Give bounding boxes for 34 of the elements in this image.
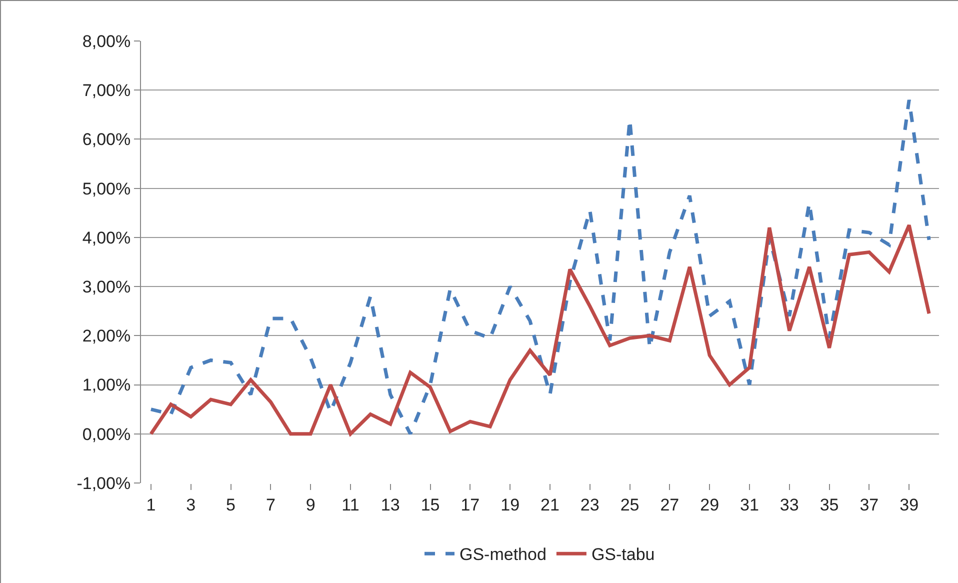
x-tick-label: 11 — [342, 495, 360, 514]
x-tick-label: 31 — [740, 495, 759, 514]
y-tick-label: 6,00% — [82, 130, 131, 150]
x-tick-label: 7 — [266, 495, 276, 514]
y-tick-label: 4,00% — [82, 228, 131, 248]
y-tick-label: 0,00% — [82, 424, 131, 444]
y-tick-label: 1,00% — [82, 376, 131, 395]
line-series — [149, 98, 931, 436]
x-tick-label: 33 — [780, 495, 799, 514]
x-tick-label: 9 — [306, 495, 316, 514]
x-tick-label: 27 — [660, 495, 680, 514]
legend-label: GS-method — [460, 545, 546, 564]
x-tick-label: 35 — [820, 495, 839, 514]
x-tick-label: 39 — [900, 495, 919, 514]
y-tick-label: 8,00% — [82, 32, 131, 51]
x-tick-label: 29 — [700, 495, 720, 514]
x-tick-label: 17 — [460, 495, 480, 514]
legend-label: GS-tabu — [591, 545, 655, 564]
y-tick-label: 2,00% — [82, 326, 131, 346]
y-tick-label: -1,00% — [76, 474, 131, 493]
y-tick-label: 7,00% — [82, 81, 131, 100]
x-tick-label: 3 — [186, 495, 196, 514]
line-series — [149, 223, 931, 436]
x-tick-label: 19 — [500, 495, 520, 514]
x-tick-label: 15 — [420, 495, 440, 514]
x-tick-label: 25 — [620, 495, 640, 514]
x-tick-label: 37 — [860, 495, 879, 514]
x-tick-label: 23 — [580, 495, 600, 514]
y-tick-label: 3,00% — [82, 278, 131, 297]
x-tick-label: 5 — [226, 495, 236, 514]
x-tick-label: 21 — [540, 495, 560, 514]
y-tick-label: 5,00% — [82, 179, 131, 198]
x-tick-label: 13 — [380, 495, 400, 514]
x-tick-label: 1 — [146, 495, 156, 514]
